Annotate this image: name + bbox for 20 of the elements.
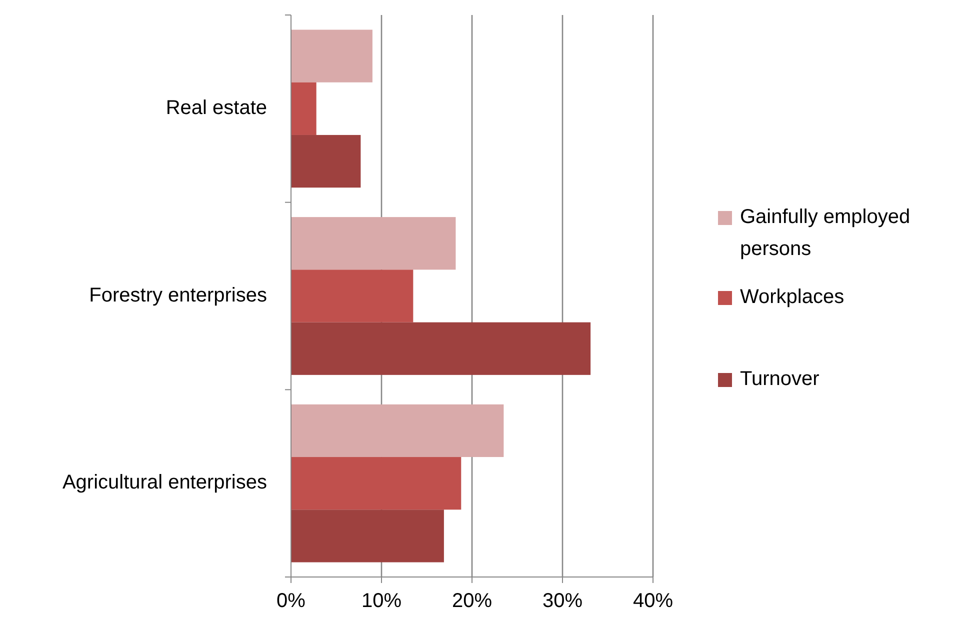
bar [291, 217, 456, 270]
x-tick-label: 20% [452, 590, 492, 612]
legend-label: Gainfully employed persons [740, 206, 910, 260]
x-tick-label: 0% [276, 590, 306, 612]
bar [291, 30, 372, 82]
legend-label: Workplaces [740, 286, 844, 308]
bar [291, 270, 414, 322]
bar [291, 457, 462, 510]
bar [291, 510, 444, 562]
y-tick-label: Agricultural enterprises [62, 472, 267, 494]
x-tick-label: 30% [542, 590, 583, 612]
bar [291, 134, 361, 188]
legend-label: Turnover [740, 368, 820, 390]
bar [291, 404, 504, 458]
bar [291, 82, 316, 135]
x-tick-label: 10% [361, 590, 402, 612]
y-tick-label: Real estate [166, 96, 267, 119]
x-tick-label: 40% [632, 590, 674, 612]
y-tick-label: Forestry enterprises [89, 284, 267, 306]
bar [291, 322, 591, 375]
